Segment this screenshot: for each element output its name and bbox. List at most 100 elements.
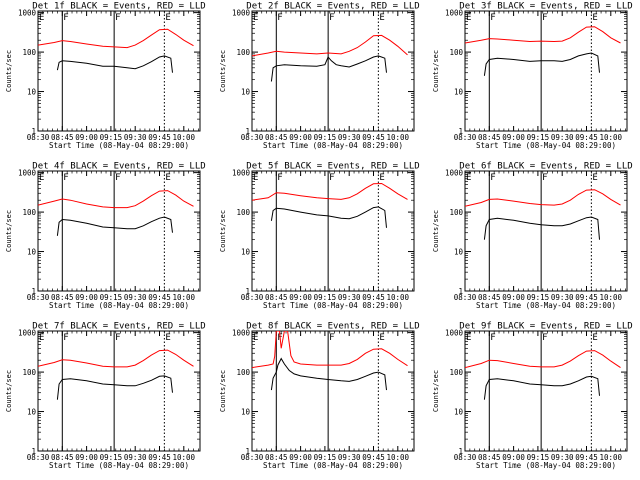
x-tick-label: 08:45 — [478, 293, 501, 302]
y-axis-label: Counts/sec — [219, 370, 227, 412]
x-tick-label: 08:30 — [241, 293, 264, 302]
x-tick-label: 08:30 — [454, 453, 477, 462]
left-marker-label: E — [253, 333, 258, 343]
series-red-lld — [252, 182, 408, 201]
marker-label: F — [490, 333, 495, 343]
x-axis-label: Start Time (08-May-04 08:29:00) — [49, 141, 189, 150]
x-tick-label: 08:30 — [27, 133, 50, 142]
x-tick-label: 09:00 — [289, 293, 312, 302]
y-axis-label: Counts/sec — [219, 210, 227, 252]
y-tick-label: 100 — [236, 48, 250, 57]
y-axis-label: Counts/sec — [5, 210, 13, 252]
x-tick-label: 10:00 — [173, 453, 196, 462]
marker-label: F — [542, 173, 547, 183]
y-tick-label: 1 — [458, 287, 463, 296]
x-tick-label: 10:00 — [387, 453, 410, 462]
y-tick-label: 100 — [236, 208, 250, 217]
y-tick-label: 1000 — [232, 169, 251, 178]
y-tick-label: 10 — [454, 248, 464, 257]
y-tick-label: 1 — [245, 127, 250, 136]
y-tick-label: 1000 — [445, 329, 464, 338]
left-marker-label: E — [39, 173, 44, 183]
y-tick-label: 100 — [22, 208, 36, 217]
series-black-events — [56, 375, 173, 400]
series-black-events — [483, 375, 600, 400]
y-axis-label: Counts/sec — [432, 50, 440, 92]
y-axis-label: Counts/sec — [432, 210, 440, 252]
panel-title: Det 6f BLACK = Events, RED = LLD — [459, 162, 632, 172]
marker-label: F — [63, 173, 68, 183]
x-tick-label: 09:45 — [148, 453, 171, 462]
panel-5: Det 5f BLACK = Events, RED = LLD 1 10 100 10… — [219, 162, 420, 311]
x-tick-label: 08:45 — [265, 293, 288, 302]
y-tick-label: 1 — [31, 447, 36, 456]
marker-label: E — [165, 333, 170, 343]
series-red-lld — [252, 34, 408, 57]
left-marker-label: E — [39, 13, 44, 23]
marker-label: E — [592, 333, 597, 343]
left-marker-label: E — [253, 173, 258, 183]
plot-frame — [464, 10, 628, 132]
x-tick-label: 08:30 — [454, 293, 477, 302]
left-marker-label: E — [466, 173, 471, 183]
y-axis-label: Counts/sec — [432, 370, 440, 412]
panel-8: Det 8f BLACK = Events, RED = LLD 1 10 100 10… — [219, 322, 420, 471]
marker-label: F — [115, 173, 120, 183]
series-black-events — [56, 55, 173, 73]
marker-label: E — [592, 13, 597, 23]
panel-title: Det 3f BLACK = Events, RED = LLD — [459, 2, 632, 12]
y-tick-label: 10 — [241, 248, 251, 257]
series-red-lld — [38, 349, 194, 368]
x-tick-label: 09:15 — [527, 133, 550, 142]
x-axis-label: Start Time (08-May-04 08:29:00) — [263, 461, 403, 470]
x-tick-label: 08:30 — [27, 293, 50, 302]
x-axis-label: Start Time (08-May-04 08:29:00) — [476, 141, 616, 150]
marker-label: E — [379, 333, 384, 343]
x-tick-label: 09:00 — [75, 453, 98, 462]
x-tick-label: 09:15 — [527, 293, 550, 302]
marker-label: F — [63, 333, 68, 343]
series-red-lld — [465, 350, 621, 369]
panel-title: Det 1f BLACK = Events, RED = LLD — [32, 2, 205, 12]
x-tick-label: 08:45 — [478, 133, 501, 142]
series-red-lld — [38, 190, 194, 209]
plot-frame — [251, 170, 415, 292]
marker-label: F — [277, 173, 282, 183]
x-tick-label: 08:45 — [265, 453, 288, 462]
marker-label: F — [542, 333, 547, 343]
y-tick-label: 1000 — [445, 169, 464, 178]
panel-title: Det 7f BLACK = Events, RED = LLD — [32, 322, 205, 332]
y-tick-label: 1000 — [232, 9, 251, 18]
x-tick-label: 09:30 — [338, 293, 361, 302]
y-tick-label: 10 — [454, 88, 464, 97]
plot-frame — [37, 330, 201, 452]
plot-frame — [251, 330, 415, 452]
y-tick-label: 1 — [245, 447, 250, 456]
series-black-events — [270, 55, 387, 82]
marker-label: E — [379, 173, 384, 183]
x-tick-label: 09:00 — [75, 133, 98, 142]
panel-title: Det 5f BLACK = Events, RED = LLD — [246, 162, 419, 172]
marker-label: F — [329, 13, 334, 23]
x-tick-label: 09:45 — [148, 133, 171, 142]
x-tick-label: 08:45 — [51, 133, 74, 142]
x-tick-label: 10:00 — [387, 133, 410, 142]
panel-2: Det 2f BLACK = Events, RED = LLD 1 10 100 10… — [219, 2, 420, 151]
y-tick-label: 10 — [241, 88, 251, 97]
marker-label: F — [63, 13, 68, 23]
x-tick-label: 08:45 — [51, 453, 74, 462]
y-tick-label: 100 — [236, 368, 250, 377]
series-black-events — [270, 206, 387, 228]
x-tick-label: 08:30 — [454, 133, 477, 142]
marker-label: E — [165, 13, 170, 23]
series-red-lld — [465, 189, 621, 207]
marker-label: F — [329, 173, 334, 183]
x-axis-label: Start Time (08-May-04 08:29:00) — [49, 301, 189, 310]
plot-frame — [251, 10, 415, 132]
x-tick-label: 09:30 — [124, 293, 147, 302]
x-tick-label: 10:00 — [173, 293, 196, 302]
y-tick-label: 10 — [27, 88, 37, 97]
x-tick-label: 10:00 — [173, 133, 196, 142]
x-tick-label: 08:45 — [478, 453, 501, 462]
x-tick-label: 09:00 — [75, 293, 98, 302]
